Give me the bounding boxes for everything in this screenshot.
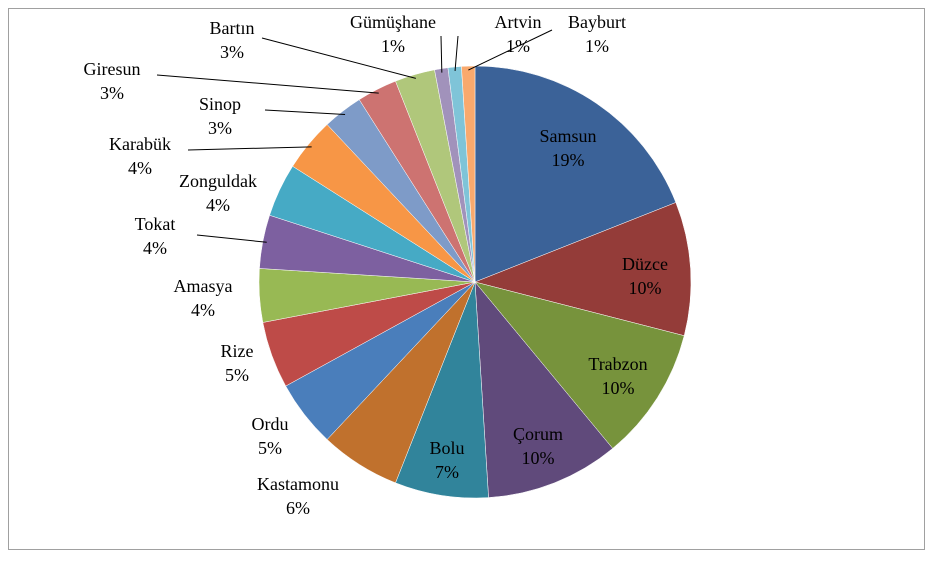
slice-label: Bayburt	[568, 12, 626, 32]
slice-label: Karabük	[109, 134, 171, 154]
slice-value-label: 10%	[522, 448, 555, 468]
slice-value-label: 1%	[381, 36, 405, 56]
leader-line	[196, 234, 267, 243]
slice-label: Trabzon	[588, 354, 647, 374]
slice-label: Amasya	[174, 276, 233, 296]
slice-label: Bartın	[210, 18, 255, 38]
slice-value-label: 1%	[585, 36, 609, 56]
slice-label: Giresun	[84, 59, 141, 79]
slice-label: Çorum	[513, 424, 563, 444]
slice-value-label: 3%	[208, 118, 232, 138]
pie-slice	[474, 281, 685, 449]
leader-line	[261, 37, 416, 79]
slice-label: Ordu	[252, 414, 289, 434]
slice-value-label: 4%	[191, 300, 215, 320]
slice-label: Kastamonu	[257, 474, 339, 494]
slice-value-label: 4%	[143, 238, 167, 258]
pie-slice	[461, 65, 476, 283]
pie-slice	[474, 65, 677, 283]
slice-value-label: 4%	[128, 158, 152, 178]
slice-label: Tokat	[135, 214, 176, 234]
slice-value-label: 3%	[100, 83, 124, 103]
slice-value-label: 6%	[286, 498, 310, 518]
slice-label: Rize	[221, 341, 254, 361]
leader-line	[440, 35, 443, 73]
slice-label: Zonguldak	[179, 171, 257, 191]
slice-label: Artvin	[495, 12, 542, 32]
slice-value-label: 5%	[258, 438, 282, 458]
leader-line	[468, 29, 553, 71]
leader-line	[264, 109, 346, 115]
slice-label: Samsun	[539, 126, 596, 146]
slice-label: Bolu	[429, 438, 464, 458]
leader-line	[187, 146, 312, 151]
slice-label: Düzce	[622, 254, 668, 274]
slice-value-label: 10%	[602, 378, 635, 398]
leader-line	[454, 35, 459, 71]
slice-label: Gümüşhane	[350, 12, 436, 32]
pie-slice	[474, 202, 692, 337]
leader-line	[156, 74, 379, 94]
slice-value-label: 3%	[220, 42, 244, 62]
slice-label: Sinop	[199, 94, 241, 114]
slice-value-label: 19%	[552, 150, 585, 170]
slice-value-label: 5%	[225, 365, 249, 385]
slice-value-label: 7%	[435, 462, 459, 482]
slice-value-label: 10%	[629, 278, 662, 298]
pie-slice	[474, 281, 614, 498]
slice-value-label: 4%	[206, 195, 230, 215]
